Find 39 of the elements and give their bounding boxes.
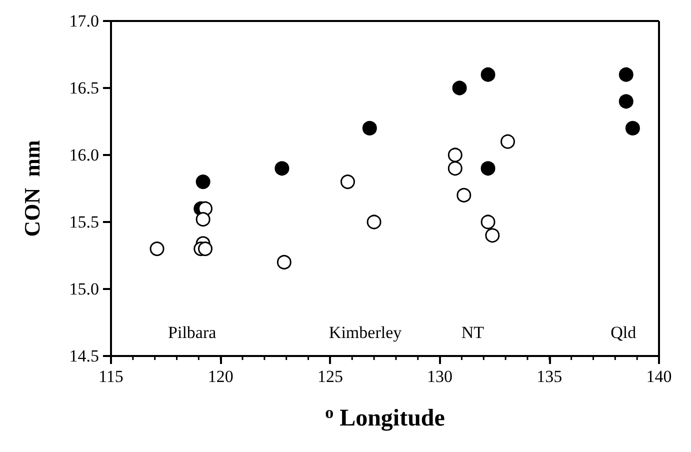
y-tick-label: 15.0 — [69, 280, 99, 298]
point — [480, 67, 496, 82]
x-tick-label: 120 — [208, 367, 234, 386]
point — [618, 94, 634, 109]
point — [274, 161, 290, 176]
x-tick-label: 130 — [427, 367, 453, 386]
point — [625, 120, 640, 136]
point — [452, 80, 467, 96]
y-tick-label: 16.0 — [69, 146, 99, 164]
annotation: Qld — [610, 323, 637, 342]
point — [276, 254, 292, 270]
point — [196, 212, 210, 227]
x-tick-label: 140 — [646, 367, 672, 386]
annotation: Kimberley — [328, 323, 402, 342]
y-tick-label: 15.5 — [69, 212, 99, 232]
point — [485, 228, 500, 243]
y-tick-label: 16.5 — [69, 78, 99, 98]
point — [362, 120, 377, 136]
x-tick-label: 125 — [317, 367, 343, 386]
point — [618, 67, 634, 82]
x-tick-label: 115 — [98, 367, 124, 386]
point — [448, 148, 462, 162]
point — [500, 134, 515, 149]
y-axis-title: CON mm — [20, 140, 44, 237]
point — [340, 174, 355, 190]
x-tick-label: 135 — [536, 367, 562, 386]
point — [480, 214, 496, 230]
y-tick-label: 14.5 — [69, 346, 99, 366]
point — [198, 242, 213, 256]
y-tick-label: 17.0 — [69, 12, 99, 30]
point — [196, 174, 210, 190]
point — [366, 214, 382, 230]
point — [456, 188, 472, 202]
annotation: Pilbara — [168, 323, 217, 342]
x-axis-title: o Longitude — [325, 403, 446, 432]
point — [480, 161, 496, 176]
point — [150, 242, 164, 256]
point — [448, 161, 462, 176]
annotation: NT — [461, 323, 485, 342]
